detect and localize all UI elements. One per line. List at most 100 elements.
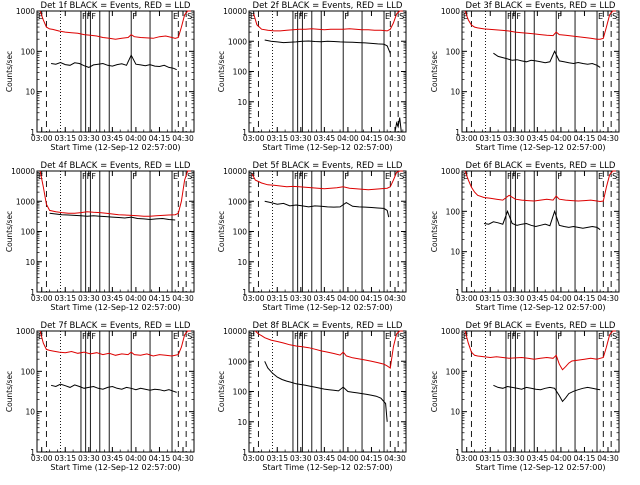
- x-tick-label: 03:15: [479, 294, 501, 303]
- x-tick-label: 03:45: [314, 294, 336, 303]
- panel-4: Det 4f BLACK = Events, RED = LLD 1 10 100 10…: [5, 161, 195, 312]
- x-tick-label: 04:15: [361, 294, 383, 303]
- series-line-2: [464, 330, 616, 371]
- event-marker-label: F: [344, 12, 349, 21]
- y-tick-label: 100: [446, 207, 461, 216]
- event-marker-label: S: [612, 332, 617, 341]
- x-tick-label: 04:15: [574, 134, 596, 143]
- event-marker-label: F: [516, 172, 521, 181]
- event-marker-label: E: [385, 12, 390, 21]
- y-tick-label: 100: [21, 228, 36, 237]
- series-line-2: [464, 170, 616, 203]
- x-tick-label: 03:15: [266, 454, 288, 463]
- panel-title: Det 8f BLACK = Events, RED = LLD: [253, 321, 403, 331]
- event-marker-label: F: [303, 172, 308, 181]
- y-tick-label: 10000: [11, 167, 35, 176]
- event-marker-label: F: [344, 332, 349, 341]
- x-tick-label: 03:30: [290, 134, 312, 143]
- event-marker-label: F: [299, 332, 304, 341]
- y-tick-label: 100: [21, 367, 36, 376]
- x-tick-label: 04:00: [550, 134, 572, 143]
- panel-6: Det 6f BLACK = Events, RED = LLD 1 10 100 10…: [430, 161, 620, 312]
- panel-title: Det 6f BLACK = Events, RED = LLD: [466, 161, 616, 171]
- y-tick-label: 1: [455, 288, 460, 297]
- x-axis-label: Start Time (12-Sep-12 02:57:00): [50, 143, 180, 152]
- x-tick-label: 03:45: [314, 454, 336, 463]
- event-marker-label: F: [132, 12, 137, 21]
- series-line-1: [264, 39, 391, 54]
- event-marker-label: F: [132, 172, 137, 181]
- event-marker-label: S: [187, 332, 192, 341]
- event-marker-label: F: [557, 12, 562, 21]
- y-tick-label: 10: [237, 418, 247, 427]
- event-marker-label: F: [507, 172, 512, 181]
- x-tick-label: 04:15: [149, 454, 171, 463]
- x-axis-label: Start Time (12-Sep-12 02:57:00): [50, 463, 180, 472]
- y-tick-label: 100: [233, 68, 248, 77]
- event-marker-label: E: [173, 332, 178, 341]
- x-tick-label: 03:00: [243, 134, 265, 143]
- event-marker-label: F: [82, 172, 87, 181]
- series-line-2: [39, 10, 191, 40]
- event-marker-label: E: [38, 172, 43, 181]
- series-line-1: [51, 54, 177, 71]
- event-marker-label: E: [385, 172, 390, 181]
- event-marker-label: E: [250, 172, 255, 181]
- event-marker-label: F: [91, 12, 96, 21]
- event-marker-label: F: [512, 172, 517, 181]
- y-tick-label: 1000: [441, 327, 460, 336]
- event-marker-label: F: [294, 172, 299, 181]
- x-tick-label: 03:00: [31, 294, 53, 303]
- y-axis-label: Counts/sec: [5, 211, 14, 252]
- x-axis-label: Start Time (12-Sep-12 02:57:00): [475, 463, 605, 472]
- x-tick-label: 03:45: [102, 294, 124, 303]
- series-line-3: [394, 117, 403, 133]
- event-marker-label: F: [557, 332, 562, 341]
- x-tick-label: 04:15: [361, 134, 383, 143]
- x-axis-label: Start Time (12-Sep-12 02:57:00): [262, 143, 392, 152]
- event-marker-label: E: [38, 12, 43, 21]
- event-marker-label: E: [463, 12, 468, 21]
- x-tick-label: 03:00: [243, 294, 265, 303]
- x-tick-label: 04:00: [337, 294, 359, 303]
- y-axis-label: Counts/sec: [217, 211, 226, 252]
- event-marker-label: F: [299, 172, 304, 181]
- event-marker-label: S: [612, 172, 617, 181]
- event-marker-label: F: [82, 12, 87, 21]
- y-axis-label: Counts/sec: [5, 51, 14, 92]
- series-line-1: [264, 361, 388, 422]
- y-tick-label: 10: [450, 248, 460, 257]
- event-marker-label: E: [385, 332, 390, 341]
- x-tick-label: 03:15: [479, 134, 501, 143]
- x-tick-label: 03:30: [503, 454, 525, 463]
- x-axis-label: Start Time (12-Sep-12 02:57:00): [475, 143, 605, 152]
- x-tick-label: 04:15: [361, 454, 383, 463]
- panel-title: Det 5f BLACK = Events, RED = LLD: [253, 161, 403, 171]
- event-marker-label: F: [91, 172, 96, 181]
- series-line-1: [493, 384, 601, 403]
- y-tick-label: 10: [450, 408, 460, 417]
- panel-title: Det 2f BLACK = Events, RED = LLD: [253, 1, 403, 11]
- y-tick-label: 10000: [223, 327, 247, 336]
- x-tick-label: 03:00: [31, 134, 53, 143]
- x-tick-label: 03:15: [266, 134, 288, 143]
- x-tick-label: 03:30: [290, 294, 312, 303]
- event-marker-label: F: [87, 12, 92, 21]
- event-marker-label: F: [557, 172, 562, 181]
- event-marker-label: S: [612, 12, 617, 21]
- y-axis-label: Counts/sec: [217, 371, 226, 412]
- event-marker-label: E: [463, 172, 468, 181]
- x-tick-label: 03:30: [290, 454, 312, 463]
- y-tick-label: 1: [242, 448, 247, 457]
- x-tick-label: 04:30: [384, 294, 406, 303]
- y-tick-label: 1000: [228, 197, 247, 206]
- panel-title: Det 9f BLACK = Events, RED = LLD: [466, 321, 616, 331]
- event-marker-label: E: [598, 172, 603, 181]
- x-tick-label: 04:00: [125, 454, 147, 463]
- x-tick-label: 04:00: [550, 294, 572, 303]
- x-axis-label: Start Time (12-Sep-12 02:57:00): [50, 303, 180, 312]
- x-axis-label: Start Time (12-Sep-12 02:57:00): [262, 463, 392, 472]
- x-tick-label: 04:00: [125, 134, 147, 143]
- series-line-1: [264, 200, 390, 218]
